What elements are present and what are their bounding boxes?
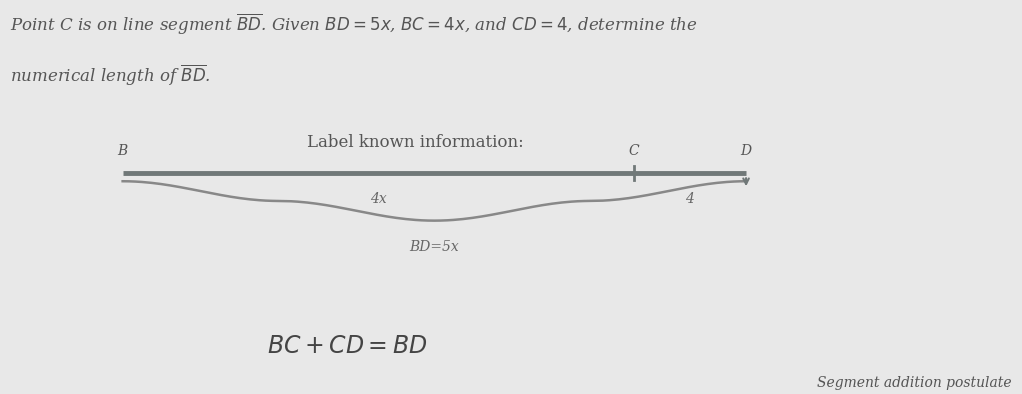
- Text: 4: 4: [686, 192, 694, 206]
- Text: Point C is on line segment $\overline{BD}$. Given $BD = 5x$, $BC = 4x$, and $CD : Point C is on line segment $\overline{BD…: [10, 12, 698, 37]
- Text: Segment addition postulate: Segment addition postulate: [818, 376, 1012, 390]
- Text: BD=5x: BD=5x: [410, 240, 459, 255]
- Text: C: C: [629, 143, 639, 158]
- Text: $BC + CD = BD$: $BC + CD = BD$: [267, 335, 428, 358]
- Text: B: B: [118, 143, 128, 158]
- Text: D: D: [741, 143, 751, 158]
- Text: Label known information:: Label known information:: [307, 134, 523, 151]
- Text: numerical length of $\overline{BD}$.: numerical length of $\overline{BD}$.: [10, 63, 211, 88]
- Text: 4x: 4x: [370, 192, 386, 206]
